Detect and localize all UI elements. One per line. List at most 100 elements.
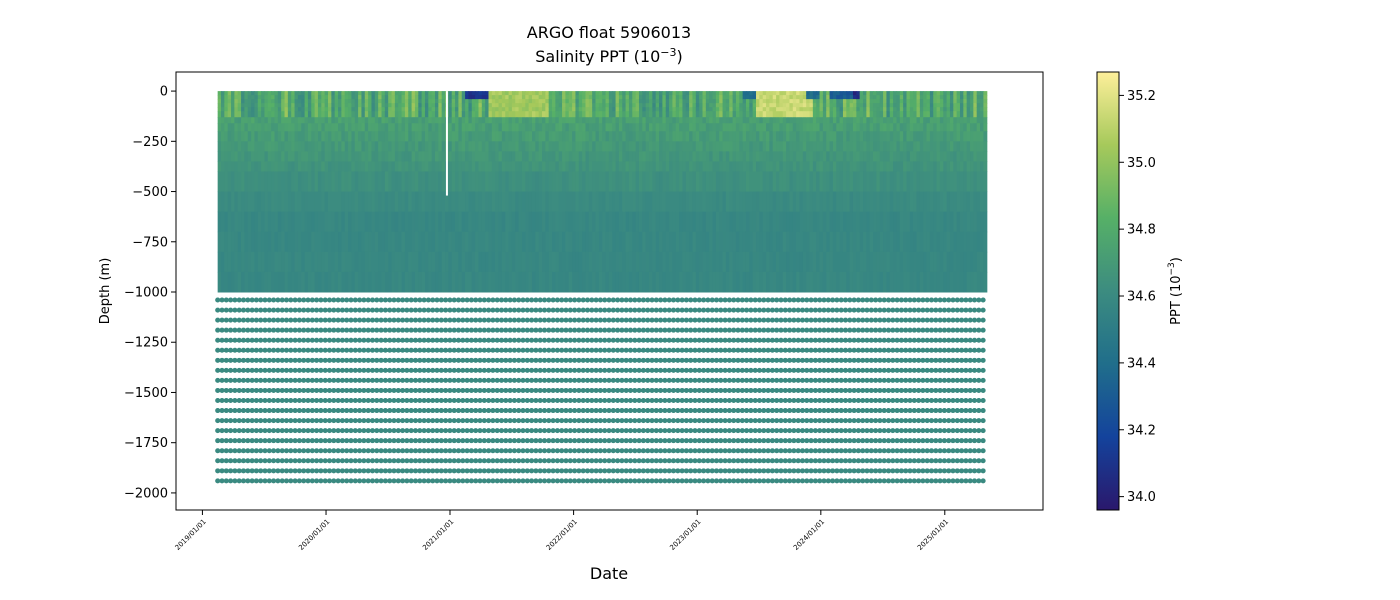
profile-cell [257, 171, 262, 193]
profile-cell [271, 103, 276, 108]
profile-cell [896, 151, 901, 162]
profile-cell [799, 95, 804, 100]
profile-cell [394, 111, 399, 118]
profile-cell [384, 271, 389, 293]
profile-cell [832, 231, 837, 253]
profile-cell [836, 231, 841, 253]
profile-cell [244, 141, 249, 152]
profile-cell [605, 107, 610, 112]
profile-cell [699, 131, 704, 142]
profile-cell [324, 103, 329, 108]
profile-cell [612, 161, 617, 172]
y-axis-label: Depth (m) [98, 258, 113, 325]
profile-cell [796, 161, 801, 172]
profile-cell [588, 171, 593, 193]
profile-cell [899, 131, 904, 142]
profile-cell [615, 191, 620, 213]
profile-cell [642, 91, 647, 96]
profile-cell [826, 123, 831, 132]
profile-cell [227, 117, 232, 124]
profile-cell [458, 231, 463, 253]
profile-cell [247, 103, 252, 108]
profile-cell [842, 171, 847, 193]
profile-cell [849, 111, 854, 118]
profile-cell [471, 107, 476, 112]
profile-cell [836, 161, 841, 172]
profile-cell [538, 117, 543, 124]
profile-cell [518, 151, 523, 162]
profile-cell [528, 117, 533, 124]
profile-cell [401, 107, 406, 112]
profile-cell [485, 211, 490, 233]
profile-cell [692, 231, 697, 253]
profile-cell [361, 141, 366, 152]
profile-cell [217, 103, 222, 108]
profile-cell [769, 251, 774, 273]
profile-cell [358, 103, 363, 108]
profile-cell [341, 91, 346, 96]
profile-cell [655, 251, 660, 273]
profile-cell [745, 211, 750, 233]
profile-cell [632, 111, 637, 118]
profile-cell [592, 191, 597, 213]
profile-cell [234, 131, 239, 142]
profile-cell [742, 161, 747, 172]
profile-cell [535, 231, 540, 253]
profile-cell [735, 141, 740, 152]
profile-cell [826, 231, 831, 253]
profile-cell [435, 231, 439, 253]
profile-cell [602, 211, 607, 233]
profile-cell [863, 231, 867, 253]
profile-cell [949, 191, 954, 213]
profile-cell [742, 91, 747, 96]
profile-cell [404, 151, 409, 162]
profile-cell [939, 171, 944, 193]
profile-cell [919, 171, 924, 193]
profile-cell [578, 117, 583, 124]
profile-cell [822, 271, 827, 293]
profile-cell [468, 91, 473, 96]
profile-cell [274, 95, 279, 100]
profile-cell [725, 107, 730, 112]
profile-cell [588, 107, 593, 112]
profile-cell [722, 171, 727, 193]
profile-cell [401, 123, 406, 132]
profile-cell [886, 211, 891, 233]
profile-cell [348, 99, 353, 104]
profile-cell [438, 91, 443, 96]
profile-cell [966, 141, 971, 152]
profile-cell [221, 131, 225, 142]
profile-cell [893, 271, 898, 293]
profile-cell [983, 251, 988, 273]
profile-cell [632, 117, 637, 124]
profile-cell [745, 271, 750, 293]
profile-cell [628, 231, 633, 253]
profile-cell [351, 103, 356, 108]
profile-cell [659, 231, 663, 253]
profile-cell [455, 111, 460, 118]
profile-cell [224, 99, 229, 104]
profile-cell [812, 151, 817, 162]
profile-cell [652, 231, 657, 253]
profile-cell [307, 251, 312, 273]
profile-cell [555, 95, 560, 100]
profile-cell [685, 191, 690, 213]
profile-cell [368, 191, 373, 213]
profile-cell [274, 231, 279, 253]
profile-cell [558, 191, 563, 213]
profile-cell [732, 131, 737, 142]
profile-cell [786, 271, 791, 293]
profile-cell [608, 99, 613, 104]
profile-cell [271, 99, 276, 104]
profile-cell [478, 117, 483, 124]
profile-cell [227, 141, 232, 152]
profile-cell [488, 141, 493, 152]
profile-cell [766, 271, 770, 293]
profile-cell [715, 141, 720, 152]
profile-cell [331, 271, 336, 293]
profile-cell [889, 141, 894, 152]
profile-cell [943, 91, 948, 96]
profile-cell [622, 141, 627, 152]
profile-cell [712, 191, 717, 213]
profile-cell [896, 171, 901, 193]
